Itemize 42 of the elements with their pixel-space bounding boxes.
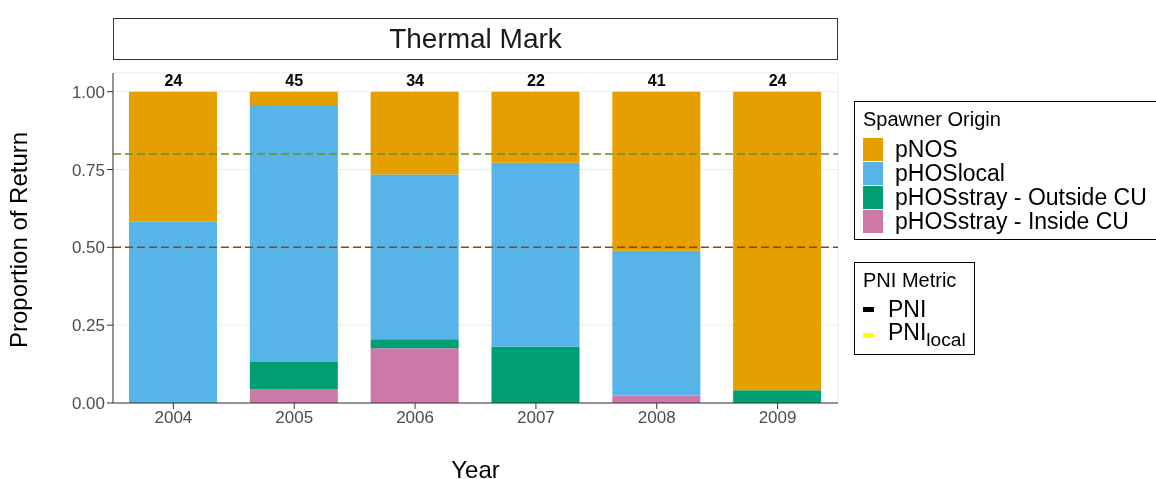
x-tick-label: 2006 (396, 408, 434, 428)
bar (370, 91, 459, 175)
bar (370, 339, 459, 349)
bar (370, 174, 459, 340)
bar (249, 361, 338, 390)
bar (249, 91, 338, 106)
legend-title: Spawner Origin (863, 108, 1002, 131)
annotation: 24 (164, 71, 183, 89)
bar (370, 348, 459, 403)
legend-label: PNI (888, 295, 927, 322)
chart-title: Thermal Mark (113, 18, 838, 60)
bar (129, 221, 217, 403)
legend-label: pNOS (895, 135, 958, 163)
annotation: 41 (647, 71, 666, 89)
y-tick-label: 1.00 (71, 82, 105, 102)
bar (733, 91, 822, 391)
y-tick-label: 0.00 (71, 394, 105, 414)
x-tick-label: 2008 (637, 408, 676, 428)
text: PNI Metric (863, 269, 958, 292)
bar (612, 91, 701, 251)
annotation: 22 (527, 71, 545, 89)
y-tick-label: 0.75 (71, 160, 105, 180)
bar (612, 250, 701, 396)
bar (491, 91, 580, 163)
annotation: 24 (768, 71, 787, 89)
x-axis-title: Year (451, 456, 500, 479)
bar (491, 346, 580, 403)
bar (249, 105, 338, 362)
legend-label: PNI$_{local}$ (888, 319, 966, 350)
y-tick-label: 0.50 (71, 238, 105, 258)
y-tick-label: 0.25 (71, 316, 105, 336)
x-tick-label: 2007 (517, 408, 555, 428)
y-axis-title: Proportion of Return (4, 131, 32, 348)
annotation: 34 (406, 71, 425, 89)
x-tick-label: 2004 (154, 408, 193, 428)
x-tick-label: 2009 (758, 408, 797, 428)
bar (491, 162, 580, 347)
annotation: 45 (285, 71, 304, 89)
bar (129, 91, 217, 222)
bar (249, 389, 338, 403)
x-tick-label: 2005 (275, 408, 314, 428)
bar (733, 390, 822, 403)
